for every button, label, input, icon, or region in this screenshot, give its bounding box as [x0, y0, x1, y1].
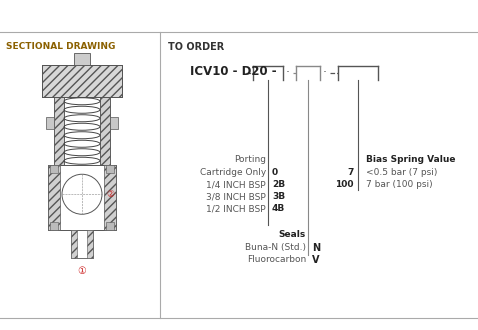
- Bar: [71, 230, 93, 258]
- Text: 3B: 3B: [272, 192, 285, 201]
- Text: SECTIONAL DRAWING: SECTIONAL DRAWING: [6, 42, 115, 51]
- Text: 7: 7: [348, 168, 354, 177]
- Bar: [106, 222, 114, 230]
- Bar: [42, 65, 122, 97]
- Bar: [46, 117, 54, 129]
- Bar: [48, 165, 60, 230]
- Bar: [42, 65, 122, 97]
- Text: V: V: [312, 255, 319, 265]
- Text: 1/2 INCH BSP: 1/2 INCH BSP: [206, 204, 266, 213]
- Text: Cartridge Only: Cartridge Only: [200, 168, 266, 177]
- Text: 0: 0: [272, 168, 278, 177]
- Text: 2B: 2B: [272, 180, 285, 189]
- Text: Porting: Porting: [234, 155, 266, 164]
- Text: 4B: 4B: [272, 204, 285, 213]
- Text: N: N: [312, 243, 320, 253]
- Text: Buna-N (Std.): Buna-N (Std.): [245, 243, 306, 252]
- Text: TO ORDER: TO ORDER: [168, 42, 224, 52]
- Bar: [71, 230, 77, 258]
- Text: Seals: Seals: [279, 230, 306, 239]
- Text: Bias Spring Value: Bias Spring Value: [366, 155, 456, 164]
- Text: ②: ②: [106, 190, 114, 199]
- Text: 3/8 INCH BSP: 3/8 INCH BSP: [206, 192, 266, 201]
- Text: ICV10 - D20 -: ICV10 - D20 -: [190, 65, 277, 78]
- Bar: [54, 97, 64, 165]
- Text: 1/4 INCH BSP: 1/4 INCH BSP: [206, 180, 266, 189]
- Bar: [74, 53, 90, 65]
- Text: 7 bar (100 psi): 7 bar (100 psi): [366, 180, 433, 189]
- Text: ·: ·: [323, 67, 327, 80]
- Bar: [104, 165, 116, 230]
- Text: ①: ①: [77, 266, 87, 276]
- Bar: [100, 97, 110, 165]
- Bar: [54, 97, 64, 165]
- Bar: [87, 230, 93, 258]
- Bar: [50, 165, 58, 173]
- Text: ·: ·: [286, 67, 290, 80]
- Text: Fluorocarbon: Fluorocarbon: [247, 255, 306, 264]
- Circle shape: [62, 174, 102, 214]
- Text: 100: 100: [336, 180, 354, 189]
- Bar: [50, 222, 58, 230]
- Text: <0.5 bar (7 psi): <0.5 bar (7 psi): [366, 168, 437, 177]
- Bar: [110, 117, 118, 129]
- Bar: [48, 165, 116, 230]
- Bar: [106, 165, 114, 173]
- Bar: [100, 97, 110, 165]
